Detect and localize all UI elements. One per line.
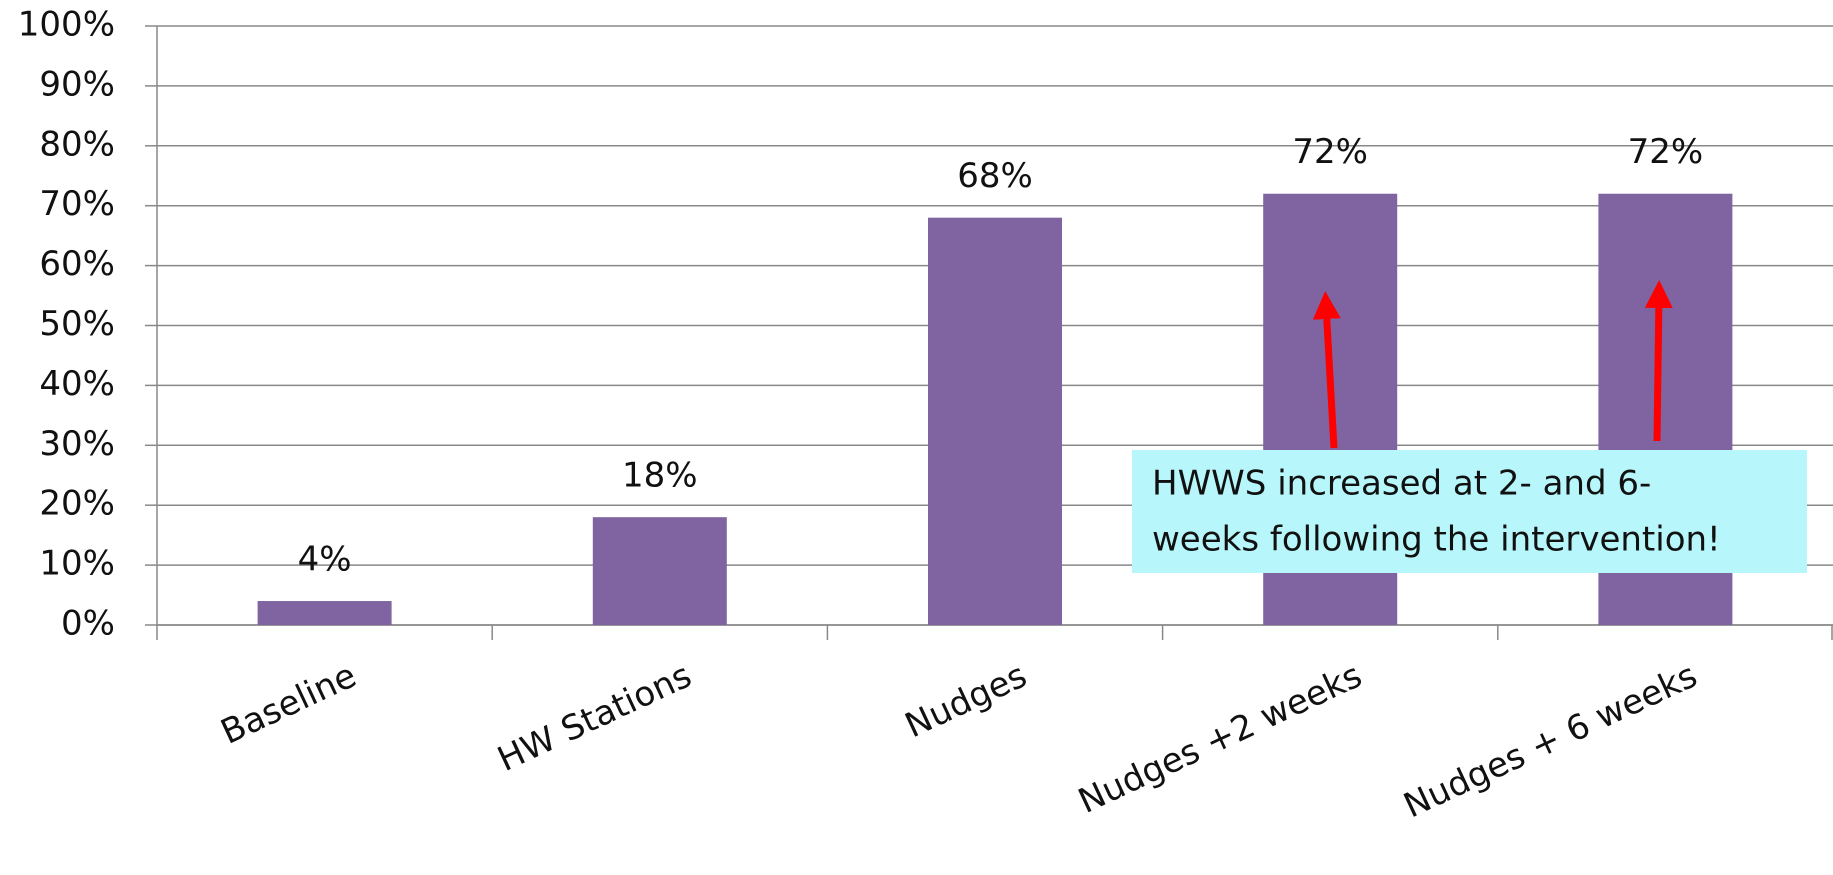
x-tick-label: HW Stations (492, 656, 698, 780)
annotation-text: weeks following the intervention! (1152, 520, 1721, 560)
data-label: 72% (1628, 132, 1704, 172)
y-tick-label: 0% (61, 604, 115, 644)
y-tick-label: 100% (18, 5, 115, 45)
annotation-text: HWWS increased at 2- and 6- (1152, 464, 1651, 504)
y-tick-label: 90% (39, 64, 115, 104)
y-tick-label: 10% (39, 544, 115, 584)
arrow (1312, 291, 1341, 449)
y-tick-label: 60% (39, 244, 115, 284)
annotation-box (1132, 450, 1807, 573)
data-label: 4% (298, 540, 352, 580)
bar (592, 517, 727, 625)
y-tick-label: 70% (39, 184, 115, 224)
data-label: 72% (1292, 132, 1368, 172)
x-tick-label: Nudges +2 weeks (1072, 656, 1368, 822)
x-tick-label: Nudges + 6 weeks (1398, 656, 1703, 827)
arrow (1644, 280, 1673, 442)
data-label: 18% (622, 456, 698, 496)
x-tick-label: Nudges (899, 656, 1033, 747)
y-tick-label: 80% (39, 124, 115, 164)
bar (928, 217, 1062, 625)
bar (257, 601, 392, 625)
data-label: 68% (957, 156, 1033, 196)
y-tick-label: 30% (39, 424, 115, 464)
y-tick-label: 20% (39, 484, 115, 524)
y-tick-label: 40% (39, 364, 115, 404)
y-tick-label: 50% (39, 304, 115, 344)
x-tick-label: Baseline (215, 656, 363, 753)
